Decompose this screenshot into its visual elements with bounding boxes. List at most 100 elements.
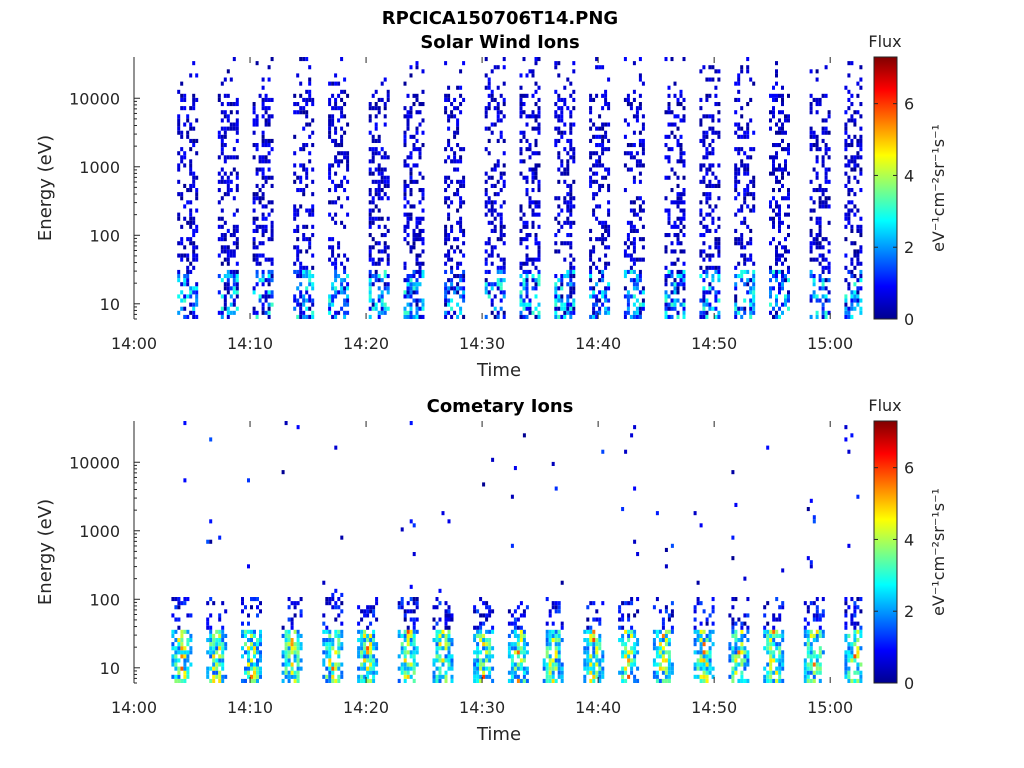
heatmap-cell — [844, 674, 848, 679]
heatmap-cell — [496, 159, 500, 164]
heatmap-cell — [400, 642, 404, 647]
heatmap-cell — [803, 666, 807, 671]
heatmap-cell — [372, 633, 376, 638]
heatmap-cell — [853, 175, 857, 180]
heatmap-cell — [374, 102, 378, 107]
heatmap-cell — [586, 670, 590, 675]
heatmap-cell — [462, 147, 466, 152]
heatmap-cell — [403, 650, 407, 655]
heatmap-cell — [740, 65, 744, 70]
heatmap-cell — [844, 224, 848, 229]
heatmap-cell — [731, 678, 735, 683]
heatmap-cell — [516, 654, 520, 659]
heatmap-cell — [743, 678, 747, 683]
heatmap-cell — [623, 97, 627, 102]
heatmap-cell — [192, 286, 196, 291]
heatmap-cell — [717, 314, 721, 319]
heatmap-cell — [763, 678, 767, 683]
x-tick-label: 14:30 — [459, 698, 505, 717]
heatmap-cell — [186, 650, 190, 655]
heatmap-cell — [220, 134, 224, 139]
heatmap-cell — [409, 306, 413, 311]
heatmap-cell — [545, 654, 549, 659]
heatmap-cell — [824, 147, 828, 152]
heatmap-cell — [499, 257, 503, 262]
heatmap-cell — [223, 155, 227, 160]
heatmap-cell — [302, 224, 306, 229]
heatmap-cell — [519, 159, 523, 164]
heatmap-cell — [491, 457, 495, 462]
heatmap-cell — [667, 155, 671, 160]
heatmap-cell — [812, 633, 816, 638]
heatmap-cell — [189, 138, 193, 143]
heatmap-cell — [444, 621, 448, 626]
heatmap-cell — [781, 245, 784, 250]
heatmap-cell — [412, 143, 416, 148]
heatmap-cell — [415, 662, 419, 667]
heatmap-cell — [293, 110, 297, 115]
heatmap-cell — [818, 97, 822, 102]
heatmap-cell — [784, 118, 787, 123]
heatmap-cell — [220, 196, 224, 201]
heatmap-cell — [531, 73, 535, 78]
heatmap-cell — [554, 666, 558, 671]
heatmap-cell — [444, 654, 448, 659]
heatmap-cell — [522, 102, 526, 107]
heatmap-cell — [635, 110, 639, 115]
heatmap-cell — [658, 642, 662, 647]
heatmap-cell — [255, 310, 259, 315]
heatmap-cell — [821, 613, 825, 618]
heatmap-cell — [699, 601, 703, 606]
heatmap-cell — [459, 216, 463, 221]
heatmap-cell — [519, 302, 523, 307]
heatmap-cell — [322, 650, 326, 655]
heatmap-cell — [235, 138, 239, 143]
heatmap-cell — [311, 130, 315, 135]
heatmap-cell — [270, 257, 274, 262]
heatmap-cell — [383, 306, 387, 311]
heatmap-cell — [409, 310, 413, 315]
heatmap-cell — [281, 670, 285, 675]
heatmap-cell — [337, 646, 341, 651]
heatmap-cell — [682, 274, 686, 279]
heatmap-cell — [334, 310, 338, 315]
heatmap-cell — [499, 171, 503, 176]
heatmap-cell — [679, 278, 683, 283]
heatmap-cell — [377, 208, 381, 213]
heatmap-cell — [766, 678, 770, 683]
heatmap-cell — [827, 147, 831, 152]
heatmap-cell — [853, 625, 857, 630]
heatmap-cell — [717, 130, 721, 135]
heatmap-cell — [708, 633, 712, 638]
heatmap-cell — [484, 278, 488, 283]
heatmap-cell — [296, 228, 300, 233]
heatmap-cell — [453, 290, 457, 295]
heatmap-cell — [696, 633, 700, 638]
heatmap-cell — [371, 179, 375, 184]
heatmap-cell — [661, 650, 665, 655]
heatmap-cell — [781, 286, 784, 291]
heatmap-cell — [667, 212, 671, 217]
heatmap-cell — [377, 106, 381, 111]
heatmap-cell — [334, 650, 338, 655]
heatmap-cell — [635, 228, 639, 233]
heatmap-cell — [856, 155, 860, 160]
heatmap-cell — [592, 151, 596, 156]
heatmap-cell — [192, 61, 196, 66]
heatmap-cell — [487, 282, 491, 287]
heatmap-cell — [499, 237, 503, 242]
heatmap-cell — [252, 257, 256, 262]
heatmap-cell — [699, 642, 703, 647]
heatmap-cell — [844, 314, 848, 319]
heatmap-cell — [607, 261, 611, 266]
heatmap-cell — [383, 302, 387, 307]
heatmap-cell — [406, 278, 410, 283]
heatmap-cell — [459, 310, 463, 315]
heatmap-cell — [334, 678, 338, 683]
heatmap-cell — [734, 110, 738, 115]
heatmap-cell — [334, 605, 338, 610]
heatmap-cell — [220, 249, 224, 254]
heatmap-cell — [255, 224, 259, 229]
heatmap-cell — [328, 114, 332, 119]
heatmap-cell — [215, 629, 219, 634]
